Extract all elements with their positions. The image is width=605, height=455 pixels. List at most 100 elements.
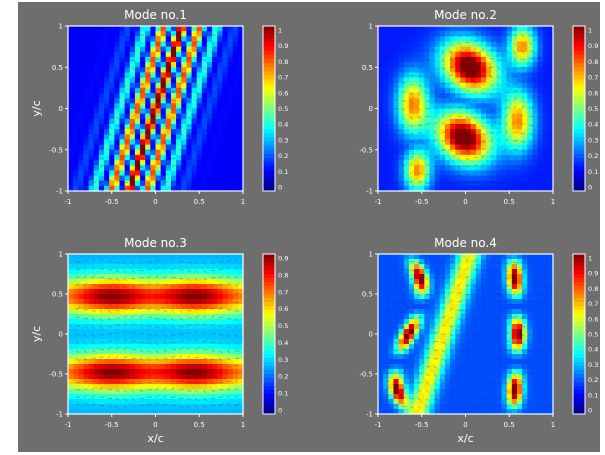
heatmap-cell [160,56,167,63]
heatmap-cell [78,170,85,177]
heatmap-cell [119,62,126,68]
vector-arrow [99,48,104,51]
heatmap-cell [444,129,451,135]
heatmap-cell [165,82,172,89]
vector-arrow [123,49,128,51]
heatmap-cell [455,36,461,43]
heatmap-cell [516,284,523,290]
heatmap-cell [83,160,90,166]
heatmap-cell [227,269,234,275]
heatmap-cell [78,72,85,79]
heatmap-cell [186,394,193,400]
vector-arrow [226,141,231,144]
heatmap-cell [237,98,244,104]
heatmap-cell [434,139,441,146]
heatmap-cell [145,254,151,260]
heatmap-cell [114,329,121,335]
vector-arrow [115,57,120,60]
vector-arrow [155,157,159,162]
heatmap-cell [403,180,410,187]
heatmap-cell [475,31,482,37]
vector-arrow [131,381,135,385]
heatmap-cell [68,309,74,315]
heatmap-cell [150,399,157,405]
vector-arrow [544,141,549,144]
vector-arrow [195,146,199,150]
heatmap-cell [124,274,131,280]
heatmap-cell [134,118,141,125]
heatmap-cell [98,269,105,275]
heatmap-cell [186,77,193,84]
heatmap-cell [455,41,461,48]
heatmap-cell [150,294,157,300]
vector-arrow [179,293,183,297]
heatmap-cell [114,284,121,290]
vector-arrow [163,267,167,271]
heatmap-cell [134,369,141,375]
heatmap-cell [186,185,193,192]
heatmap-cell [109,103,115,110]
heatmap-cell [398,139,405,146]
vector-arrow [147,307,152,311]
heatmap-cell [155,359,162,365]
vector-arrow [505,58,509,62]
heatmap-cell [145,62,151,68]
heatmap-cell [434,123,441,130]
heatmap-cell [73,349,79,355]
vector-arrow [425,58,430,61]
vector-arrow [489,181,494,183]
heatmap-cell [186,180,193,187]
heatmap-cell [93,354,100,360]
heatmap-cell [78,123,85,130]
heatmap-cell [496,274,503,280]
heatmap-cell [181,349,187,355]
heatmap-cell [73,123,79,130]
heatmap-cell [78,259,85,265]
heatmap-cell [222,379,229,385]
heatmap-cell [165,344,172,350]
vector-arrow [123,323,127,327]
heatmap-cell [465,41,472,48]
heatmap-cell [201,165,208,171]
vector-arrow [187,108,191,112]
heatmap-cell [465,36,472,43]
heatmap-cell [424,108,431,115]
vector-arrow [99,157,104,159]
heatmap-cell [78,369,85,375]
heatmap-cell [222,123,229,130]
heatmap-cell [470,284,477,290]
heatmap-cell [124,324,131,330]
heatmap-cell [191,324,198,330]
heatmap-cell [206,324,213,330]
vector-arrow [528,149,533,153]
vector-arrow [457,141,461,145]
heatmap-cell [140,26,146,32]
heatmap-cell [439,41,446,48]
heatmap-cell [378,284,384,290]
vector-arrow [155,174,159,177]
colorbar-segment [573,59,585,64]
vector-arrow [115,277,119,281]
heatmap-cell [150,404,157,410]
vector-arrow [234,333,239,337]
heatmap-cell [165,314,172,320]
heatmap-cell [444,51,451,58]
heatmap-cell [434,72,441,79]
heatmap-cell [217,46,224,53]
vector-arrow [497,58,502,61]
vector-arrow [147,50,151,54]
heatmap-cell [419,160,425,166]
vector-arrow [75,403,80,407]
heatmap-cell [68,314,74,320]
heatmap-cell [227,87,234,94]
vector-arrow [131,91,136,95]
heatmap-cell [176,344,182,350]
heatmap-cell [129,294,136,300]
heatmap-cell [460,26,467,32]
vector-arrow [393,56,398,60]
colorbar-tick-label: 0.1 [278,168,288,176]
heatmap-cell [516,180,523,187]
heatmap-cell [114,344,121,350]
vector-arrow [211,315,215,319]
heatmap-cell [491,289,497,295]
